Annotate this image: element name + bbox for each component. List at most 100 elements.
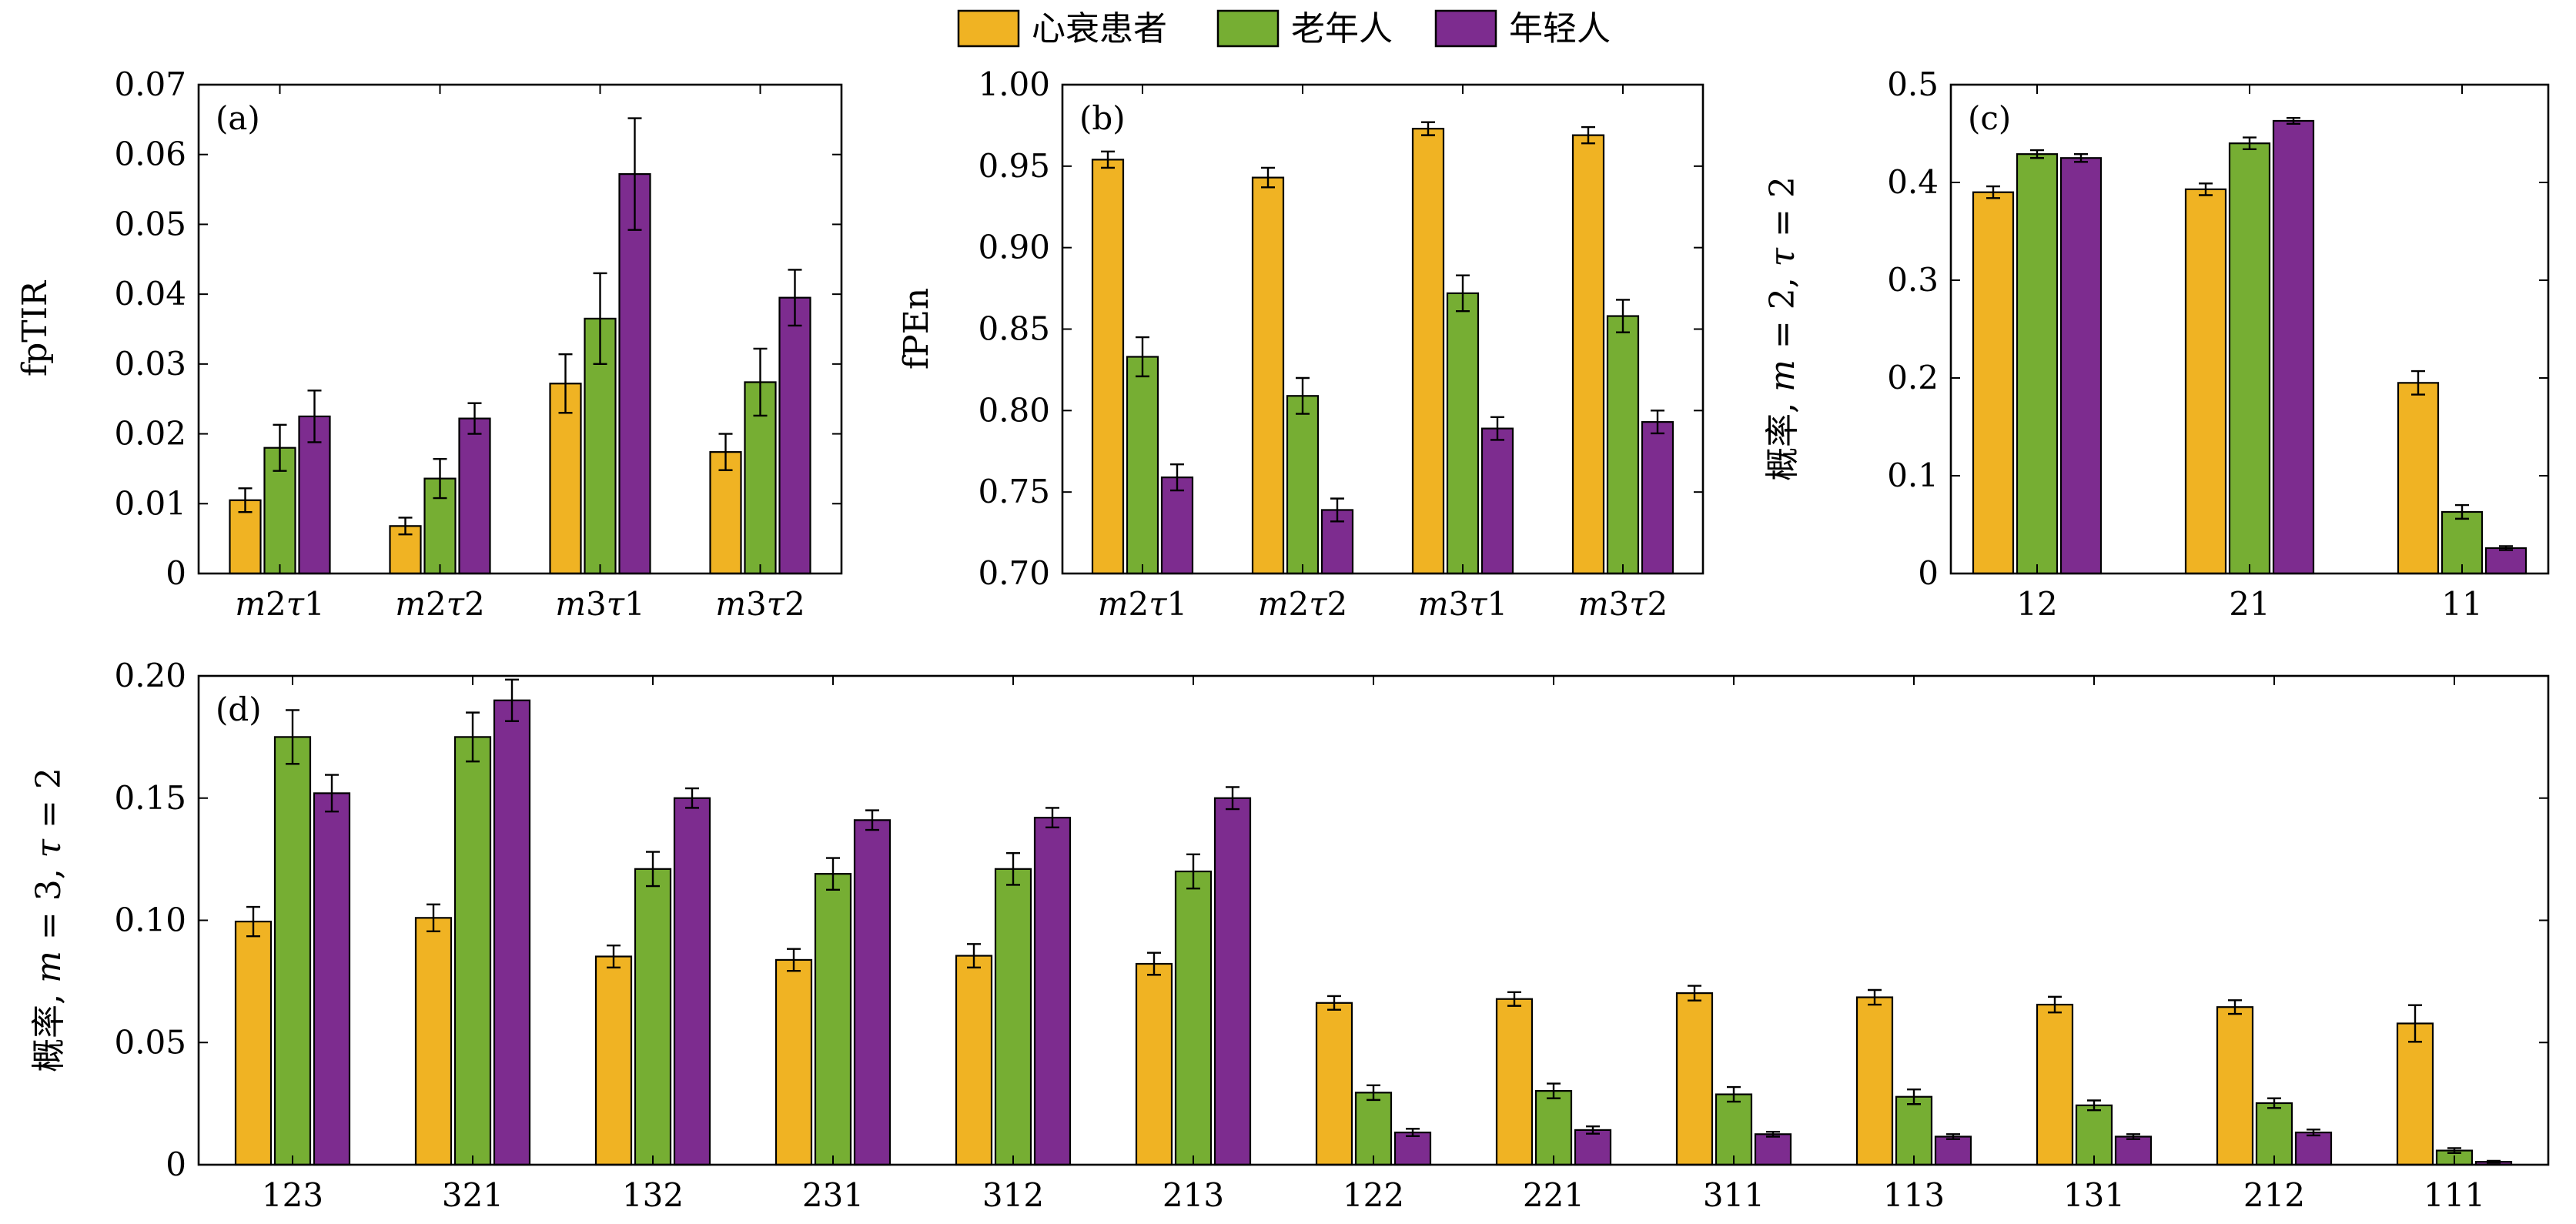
y-tick-label: 0.2 — [1887, 359, 1939, 396]
bar-b-m3τ2-年轻人 — [1641, 421, 1674, 575]
bar-d-213-心衰患者 — [1135, 962, 1173, 1166]
error-bar — [1367, 1084, 1380, 1102]
legend-label: 老年人 — [1291, 9, 1393, 48]
legend-label: 心衰患者 — [1032, 9, 1167, 48]
bar-b-m2τ2-老年人 — [1286, 395, 1320, 575]
bar-c-21-老年人 — [2228, 142, 2271, 575]
error-bar — [2411, 370, 2425, 396]
error-bar — [1868, 988, 1882, 1006]
bar-d-321-年轻人 — [493, 699, 531, 1166]
bar-d-132-年轻人 — [673, 797, 711, 1166]
panel-label: (a) — [216, 99, 260, 137]
x-tick-label: 312 — [982, 1176, 1044, 1214]
error-bar — [398, 517, 413, 536]
bar-d-212-老年人 — [2255, 1102, 2293, 1166]
bar-d-113-老年人 — [1895, 1095, 1933, 1166]
error-bar — [2126, 1133, 2140, 1140]
x-tick-label: 111 — [2424, 1176, 2485, 1214]
bar-d-123-年轻人 — [313, 792, 351, 1166]
y-tick-label: 0.07 — [114, 65, 186, 103]
y-tick-label: 0.05 — [114, 1023, 186, 1061]
bar-d-123-老年人 — [273, 736, 312, 1166]
error-bar — [1766, 1130, 1780, 1138]
error-bar — [865, 809, 879, 831]
bar-b-m2τ1-心衰患者 — [1091, 159, 1125, 575]
bar-a-m3τ2-心衰患者 — [709, 451, 742, 575]
bar-d-123-心衰患者 — [234, 920, 273, 1166]
x-tick-label: 321 — [442, 1176, 503, 1214]
error-bar — [1101, 150, 1115, 169]
bar-d-113-年轻人 — [1934, 1135, 1972, 1166]
error-bar — [1045, 807, 1059, 829]
bar-d-221-心衰患者 — [1495, 998, 1534, 1166]
bar-d-131-年轻人 — [2114, 1135, 2153, 1166]
bar-c-21-心衰患者 — [2184, 188, 2227, 575]
y-tick-label: 0.4 — [1887, 163, 1939, 201]
legend-item: 年轻人 — [1434, 9, 1611, 48]
error-bar — [1330, 497, 1344, 523]
error-bar — [325, 774, 339, 813]
error-bar — [466, 711, 480, 763]
y-tick-label: 0.02 — [114, 415, 186, 453]
y-axis-label: 概率, m = 2, τ = 2 — [1763, 176, 1802, 481]
error-bar — [505, 678, 519, 722]
error-bar — [427, 903, 440, 932]
y-tick-label: 0.1 — [1887, 456, 1939, 494]
y-tick-label: 1.00 — [978, 65, 1050, 103]
error-bar — [1907, 1089, 1921, 1105]
y-axis-label: 概率, m = 3, τ = 2 — [29, 768, 69, 1072]
error-bar — [1688, 985, 1701, 1002]
y-tick-label: 0.75 — [978, 473, 1050, 510]
error-bar — [2499, 545, 2513, 551]
error-bar — [787, 948, 801, 972]
bar-d-213-年轻人 — [1213, 797, 1252, 1166]
error-bar — [1327, 995, 1341, 1011]
error-bar — [2228, 999, 2242, 1015]
error-bar — [627, 117, 642, 231]
panel-d: 123 321 132 231 312 213 122 221 311 113 131 212 111 0… — [29, 657, 2550, 1214]
error-bar — [2267, 1097, 2281, 1109]
error-bar — [286, 709, 299, 765]
y-axis-label: fpTIR — [15, 279, 55, 376]
panels: m2τ1 m2τ2 m3τ1 m3τ2 0 0.01 0.02 0.03 0.04 0.05 0.0… — [15, 65, 2550, 1214]
error-bar — [1147, 951, 1161, 976]
error-bar — [1490, 416, 1504, 441]
panel-a: m2τ1 m2τ2 m3τ1 m3τ2 0 0.01 0.02 0.03 0.04 0.05 0.0… — [15, 65, 843, 623]
bar-b-m3τ1-年轻人 — [1480, 427, 1514, 575]
y-tick-label: 0.05 — [114, 205, 186, 242]
plot-frame — [197, 83, 843, 575]
error-bar — [788, 269, 802, 327]
bar-d-122-心衰患者 — [1315, 1002, 1353, 1166]
error-bar — [246, 905, 260, 938]
error-bar — [467, 402, 482, 435]
bar-d-311-老年人 — [1715, 1093, 1753, 1166]
error-bar — [2074, 152, 2088, 163]
bar-d-221-老年人 — [1534, 1090, 1573, 1166]
error-bar — [593, 272, 607, 366]
error-bar — [2048, 995, 2062, 1014]
bar-d-221-年轻人 — [1574, 1129, 1612, 1166]
x-tick-label: m2τ2 — [1258, 585, 1348, 623]
bar-d-311-心衰患者 — [1675, 992, 1714, 1166]
legend-label: 年轻人 — [1509, 9, 1611, 48]
x-tick-label: 221 — [1523, 1176, 1584, 1214]
plot-frame — [1949, 83, 2550, 575]
error-bar — [1406, 1128, 1420, 1138]
bar-b-m2τ2-心衰患者 — [1251, 176, 1285, 575]
bar-d-312-年轻人 — [1033, 817, 1072, 1166]
bar-a-m2τ2-年轻人 — [458, 417, 491, 575]
bar-d-113-心衰患者 — [1855, 996, 1894, 1166]
bar-d-111-心衰患者 — [2396, 1022, 2434, 1166]
bar-c-11-心衰患者 — [2397, 382, 2440, 575]
error-bar — [1170, 463, 1184, 492]
error-bar — [433, 458, 447, 500]
bar-d-312-心衰患者 — [955, 955, 993, 1166]
bar-c-21-年轻人 — [2272, 119, 2315, 575]
legend-item: 心衰患者 — [957, 9, 1167, 48]
error-bar — [1547, 1082, 1561, 1099]
x-tick-label: 213 — [1163, 1176, 1224, 1214]
bar-b-m2τ1-老年人 — [1126, 356, 1159, 575]
plot-frame — [1061, 83, 1705, 575]
bar-a-m3τ1-年轻人 — [618, 173, 651, 575]
bar-a-m3τ2-年轻人 — [778, 296, 811, 575]
